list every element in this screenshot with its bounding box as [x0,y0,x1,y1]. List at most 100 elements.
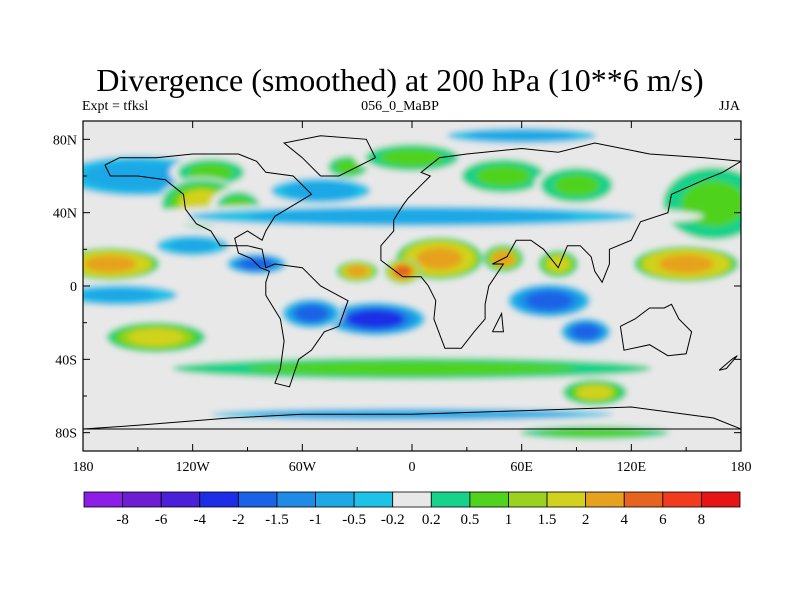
chart-title: Divergence (smoothed) at 200 hPa (10**6 … [96,62,704,98]
colorbar-label: -1.5 [265,512,289,528]
x-tick-label: 180 [731,460,752,475]
experiment-label: Expt = tfksl [82,99,149,114]
colorbar-swatch [546,491,587,508]
contour-band [83,288,157,302]
colorbar-swatch [199,491,239,508]
contour-band [169,239,216,253]
field-s-pacific-conv [83,283,187,307]
colorbar-label: 4 [620,512,628,528]
colorbar-label: -0.5 [342,512,366,528]
contour-band [247,209,577,224]
contour-band [247,361,577,376]
colorbar-swatch [662,491,702,508]
contour-band [553,174,600,197]
contour-band [466,130,577,142]
colorbar-swatch [701,491,741,508]
contour-band [526,291,572,310]
x-axis: 180 120W 60W 0 60E 120E 180 [73,121,752,475]
field-sh-band [115,355,709,382]
y-axis: 80N 40N 0 40S 80S [53,133,741,442]
y-tick-label: 80N [53,133,77,148]
contour-band [188,163,234,182]
field-s-indian-conv [559,317,613,346]
field-tropical-pacific-div [83,247,161,281]
contour-band [571,324,600,340]
contour-band [284,181,358,200]
contour-band [393,264,412,278]
contour-band [348,309,403,329]
colorbar-swatch [237,491,278,508]
colorbar-label: -6 [155,512,168,528]
contour-band [658,254,714,274]
coastline-2 [380,142,741,349]
x-tick-label: 60E [510,460,533,475]
field-arctic-band [424,125,619,146]
contour-band [547,256,570,272]
colorbar-label: 0.5 [461,512,480,528]
season-label: JJA [718,99,740,114]
x-tick-label: 180 [73,460,94,475]
field-india-div [537,249,580,279]
colorbar-label: -1 [309,512,322,528]
field-s-indian-div [559,378,630,407]
x-tick-label: 0 [409,460,416,475]
colorbar-swatch [276,491,316,508]
colorbar-label: 8 [698,512,706,528]
colorbar-swatch [430,491,471,508]
coastline-6 [718,355,738,371]
x-tick-label: 120E [617,460,647,475]
contour-band [84,255,137,273]
colorbar-label: 0.2 [422,512,441,528]
field-central-asia [534,164,619,206]
field-w-pacific-div [632,246,740,282]
x-tick-label: 60W [289,460,317,475]
colorbar-swatch [392,491,432,508]
colorbar-swatch [353,491,394,508]
contour-band [295,305,328,322]
colorbar-label: 1 [505,512,513,528]
colorbar-label: 6 [659,512,667,528]
field-indian-ocean-conv [505,283,594,319]
y-tick-label: 40S [55,353,77,368]
run-label: 056_0_MaBP [361,99,439,114]
x-tick-label: 120W [176,460,211,475]
field-antarctica-edge [497,424,692,441]
colorbar-swatch [83,491,123,508]
field-europe-north [354,141,470,175]
field-s-pacific-div [103,321,209,354]
colorbar: -8 -6 -4 -2 -1.5 -1 -0.5 -0.2 0.2 0.5 1 1.5 2 4 6 8 [83,491,741,528]
colorbar-label: -2 [232,512,245,528]
y-tick-label: 40N [53,207,77,222]
colorbar-label: -8 [116,512,129,528]
field-s-america-conv [279,297,343,330]
field-mid-lat-north-band [120,203,704,230]
colorbar-swatch [315,491,355,508]
contour-band [416,247,463,270]
colorbar-swatch [585,491,625,508]
field-w-africa-div [384,258,421,284]
coastline-3 [619,303,693,357]
contour-band [380,148,444,167]
coastline-0 [104,153,349,388]
y-tick-label: 80S [55,427,77,442]
field-w-atlantic-div [335,260,379,283]
colorbar-swatch [160,491,201,508]
contour-band [475,165,531,187]
contour-band [539,428,650,438]
coastlines [83,135,741,430]
colorbar-label: -0.2 [381,512,405,528]
colorbar-swatch [469,491,509,508]
colorbar-label: -4 [194,512,207,528]
contour-band [576,385,614,400]
field-s-atlantic-conv [322,301,429,337]
contour-band [128,329,184,346]
colorbar-label: 2 [582,512,590,528]
field-n-atlantic-band [255,174,386,207]
colorbar-swatch [122,491,162,508]
field-siberia [453,155,554,197]
contour-band [334,159,362,175]
coastline-4 [83,406,741,430]
coastline-5 [491,311,504,333]
colorbar-label: 1.5 [538,512,557,528]
